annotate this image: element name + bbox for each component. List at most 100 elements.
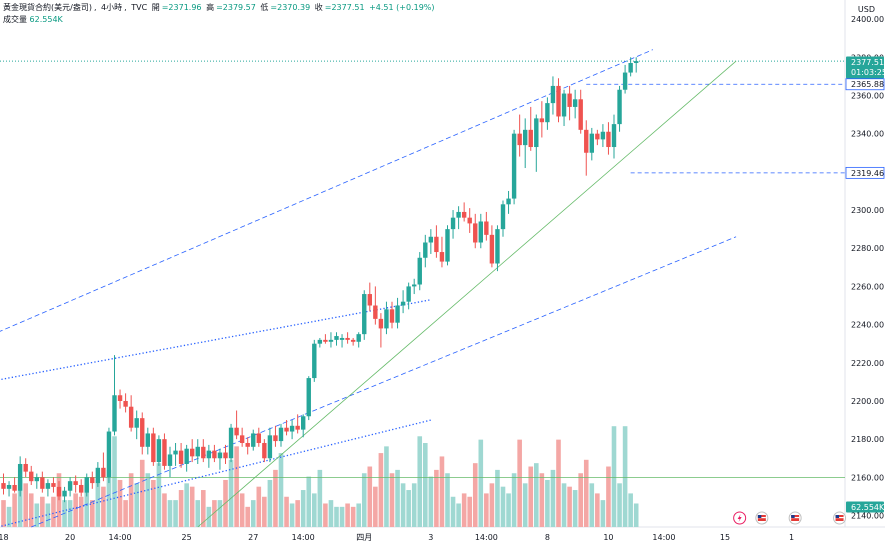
candle-body[interactable] [145, 433, 150, 447]
candle-body[interactable] [589, 133, 594, 153]
candle-body[interactable] [301, 416, 306, 430]
candle-body[interactable] [195, 446, 200, 457]
volume-legend-label[interactable]: 成交量 [3, 15, 27, 24]
candle-body[interactable] [23, 463, 28, 472]
candle-body[interactable] [506, 198, 511, 205]
candle-body[interactable] [317, 339, 323, 344]
candle-body[interactable] [356, 334, 361, 342]
candle-body[interactable] [206, 450, 212, 459]
candle-body[interactable] [434, 236, 439, 253]
candle-body[interactable] [634, 61, 639, 64]
candle-body[interactable] [367, 294, 372, 306]
candle-body[interactable] [112, 395, 117, 432]
trend-line[interactable] [197, 60, 737, 528]
candle-body[interactable] [212, 450, 217, 459]
candle-body[interactable] [561, 93, 567, 117]
candle-body[interactable] [289, 425, 295, 432]
candle-body[interactable] [273, 435, 278, 442]
candle-body[interactable] [306, 378, 311, 417]
candle-body[interactable] [217, 452, 223, 459]
candle-body[interactable] [284, 427, 289, 432]
candle-body[interactable] [567, 93, 572, 107]
candle-body[interactable] [545, 103, 550, 123]
candle-body[interactable] [323, 339, 328, 342]
candle-body[interactable] [256, 433, 261, 443]
trend-line[interactable] [0, 419, 432, 528]
candle-body[interactable] [473, 223, 478, 243]
candle-body[interactable] [134, 418, 139, 428]
candle-body[interactable] [73, 481, 78, 485]
candle-body[interactable] [461, 211, 467, 218]
candle-body[interactable] [156, 439, 162, 463]
candle-body[interactable] [528, 129, 533, 148]
candle-body[interactable] [578, 99, 583, 130]
candle-body[interactable] [90, 477, 95, 484]
candle-body[interactable] [6, 484, 12, 489]
legend-symbol[interactable]: 黃金現貨合約(美元/盎司) [3, 3, 92, 12]
candle-body[interactable] [245, 442, 250, 447]
support-price-tag-box[interactable] [846, 167, 884, 179]
candle-body[interactable] [478, 221, 483, 243]
candle-body[interactable] [51, 483, 56, 487]
current-price-tag-box[interactable] [846, 56, 884, 79]
candle-body[interactable] [234, 427, 239, 436]
candle-body[interactable] [190, 448, 195, 457]
volume-tag-box[interactable] [846, 501, 884, 513]
candle-body[interactable] [406, 286, 411, 302]
candle-body[interactable] [595, 133, 600, 140]
candle-body[interactable] [29, 471, 34, 482]
candle-body[interactable] [384, 309, 389, 329]
candle-body[interactable] [534, 118, 539, 148]
candle-body[interactable] [362, 294, 367, 335]
candle-body[interactable] [584, 129, 589, 153]
currency-label[interactable]: USD [857, 5, 875, 14]
candle-body[interactable] [34, 477, 39, 482]
candle-body[interactable] [62, 490, 67, 497]
candle-body[interactable] [484, 221, 489, 235]
candle-body[interactable] [339, 337, 345, 340]
candle-body[interactable] [439, 252, 445, 262]
candle-body[interactable] [128, 406, 134, 428]
candle-body[interactable] [395, 305, 400, 323]
candle-body[interactable] [606, 131, 611, 148]
candle-body[interactable] [101, 467, 106, 478]
price-axis[interactable] [845, 0, 885, 546]
candle-body[interactable] [511, 133, 517, 199]
candle-body[interactable] [378, 318, 384, 329]
candle-body[interactable] [40, 477, 45, 489]
candle-body[interactable] [611, 124, 617, 148]
candle-body[interactable] [228, 427, 234, 459]
candle-body[interactable] [173, 450, 178, 455]
candle-body[interactable] [312, 343, 317, 379]
candle-body[interactable] [201, 446, 206, 459]
candle-body[interactable] [550, 85, 556, 104]
candle-body[interactable] [167, 454, 173, 466]
candle-body[interactable] [417, 257, 422, 285]
candle-body[interactable] [428, 236, 434, 243]
candle-body[interactable] [350, 339, 356, 342]
resistance-price-tag-box[interactable] [846, 78, 884, 90]
candle-body[interactable] [400, 301, 406, 306]
candle-body[interactable] [223, 452, 228, 459]
candle-body[interactable] [178, 450, 184, 464]
candle-body[interactable] [517, 133, 522, 146]
candle-body[interactable] [600, 131, 606, 140]
candle-body[interactable] [184, 448, 189, 464]
candle-body[interactable] [500, 204, 506, 230]
candle-body[interactable] [523, 129, 528, 146]
candle-body[interactable] [389, 309, 395, 323]
candle-body[interactable] [106, 431, 112, 478]
candle-body[interactable] [345, 337, 350, 340]
candle-body[interactable] [79, 484, 84, 493]
candle-body[interactable] [617, 89, 622, 125]
candle-body[interactable] [328, 339, 334, 342]
candle-body[interactable] [162, 439, 167, 466]
candle-body[interactable] [622, 72, 628, 90]
candle-body[interactable] [295, 425, 300, 430]
candle-body[interactable] [412, 284, 417, 287]
candle-body[interactable] [423, 242, 428, 258]
candle-body[interactable] [123, 400, 128, 407]
candle-body[interactable] [56, 486, 62, 497]
candle-body[interactable] [495, 229, 500, 264]
candle-body[interactable] [373, 305, 378, 319]
